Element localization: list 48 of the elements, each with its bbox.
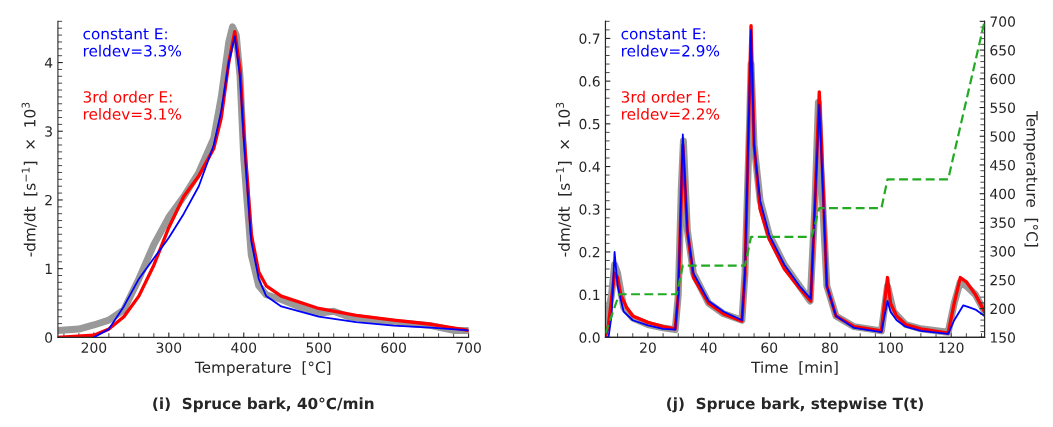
y2-tick-label: 250 xyxy=(990,274,1015,286)
x-tick-label: 20 xyxy=(640,342,656,353)
y-tick-label: 0.5 xyxy=(579,118,600,130)
y2-tick-label: 700 xyxy=(990,16,1015,27)
y-tick-label: 4 xyxy=(44,57,53,68)
x-tick-label: 40 xyxy=(700,342,717,353)
y-tick-label: 0.1 xyxy=(579,289,600,301)
x-axis-title: Time [min] xyxy=(751,361,838,375)
y-tick-label: 0.4 xyxy=(579,161,600,172)
y2-tick-label: 450 xyxy=(990,159,1015,171)
y2-tick-label: 500 xyxy=(990,131,1015,142)
series-label: 3rd order E: reldev=2.2% xyxy=(621,90,720,120)
x-tick-label: 120 xyxy=(939,342,964,353)
y2-tick-label: 600 xyxy=(990,73,1015,85)
x-tick-label: 700 xyxy=(456,342,481,353)
text: (i) Spruce bark, 40°C/min xyxy=(153,397,374,413)
y-axis-title: -dm/dt [s$^{−1}$] × 10$^{3}$ xyxy=(21,102,38,257)
x-tick-label: 100 xyxy=(878,342,903,353)
x-axis-title: Temperature [°C] xyxy=(194,361,331,376)
y-axis-title: -dm/dt [s$^{−1}$] × 10$^{3}$ xyxy=(555,102,572,257)
x-tick-label: 80 xyxy=(822,342,838,353)
y2-axis-title: Temperature [°C] xyxy=(1023,110,1039,247)
y-tick-label: 0 xyxy=(45,332,53,343)
y-tick-label: 0.2 xyxy=(579,246,600,258)
x-tick-label: 60 xyxy=(761,342,778,353)
y2-tick-label: 550 xyxy=(990,102,1015,113)
y2-tick-label: 400 xyxy=(990,188,1015,200)
y2-tick-label: 350 xyxy=(990,217,1015,228)
x-tick-label: 600 xyxy=(381,342,406,353)
x-tick-label: 500 xyxy=(306,342,332,353)
y-tick-label: 0.6 xyxy=(579,76,600,87)
y-tick-label: 2 xyxy=(45,194,52,206)
y2-tick-label: 200 xyxy=(990,303,1015,315)
y-tick-label: 3 xyxy=(45,126,52,137)
y-tick-label: 0.0 xyxy=(579,332,600,343)
y-tick-label: 0.7 xyxy=(579,33,600,44)
y-tick-label: 1 xyxy=(45,263,52,274)
x-tick-label: 300 xyxy=(156,342,182,353)
x-tick-label: 400 xyxy=(231,342,257,353)
text: (j) Spruce bark, stepwise T(t) xyxy=(667,397,923,413)
y2-tick-label: 300 xyxy=(990,246,1015,257)
text: constant E: reldev=2.9% xyxy=(621,28,720,57)
y2-tick-label: 650 xyxy=(990,45,1015,56)
y-tick-label: 0.3 xyxy=(579,204,600,215)
y2-tick-label: 150 xyxy=(990,332,1015,343)
text: constant E: reldev=3.3% xyxy=(83,28,182,57)
text: 3rd order E: reldev=3.1% xyxy=(83,90,182,120)
x-tick-label: 200 xyxy=(81,342,107,353)
